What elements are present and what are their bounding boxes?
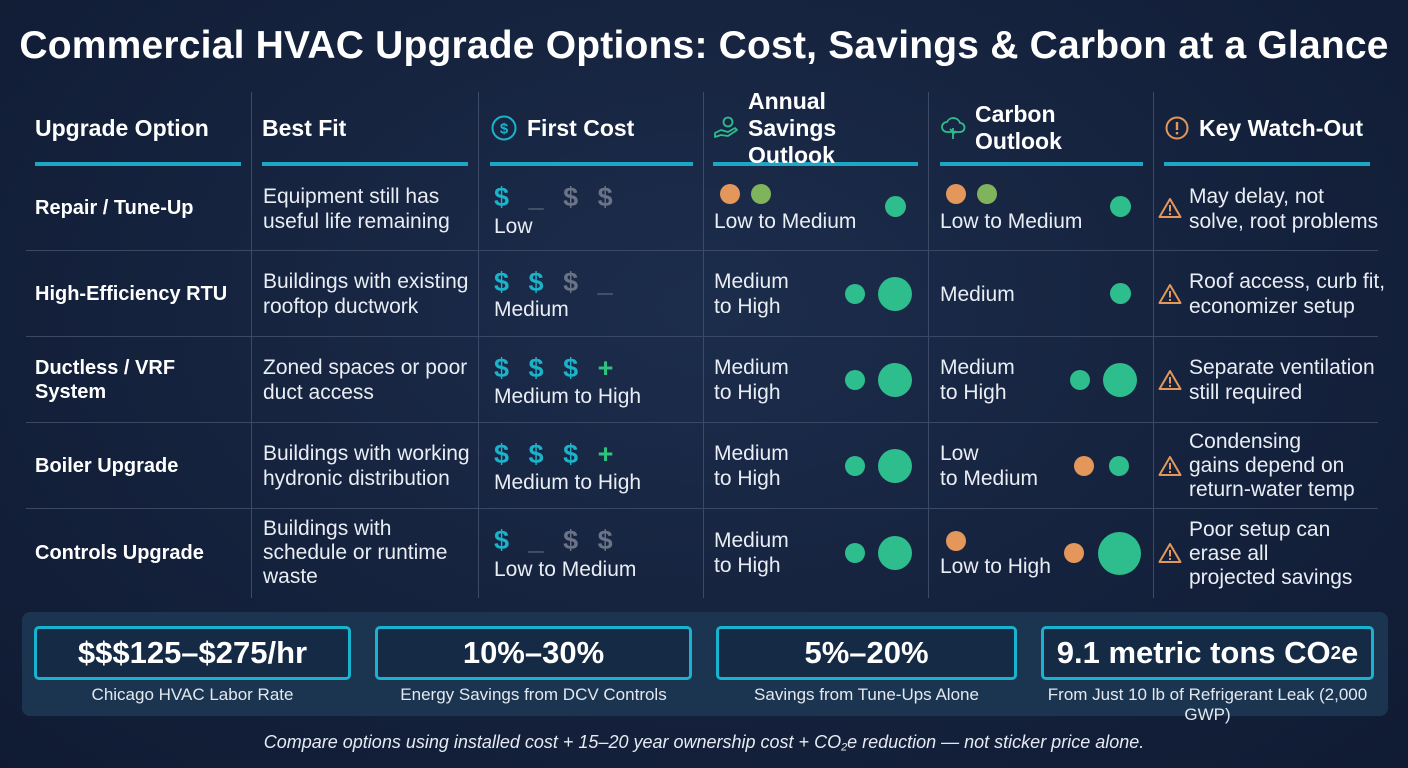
carbon-text: Low to Medium <box>940 442 1039 490</box>
rating-dot <box>1109 456 1129 476</box>
rating-dot <box>1074 456 1094 476</box>
rating-dot <box>1103 363 1137 397</box>
carbon-text: Medium to High <box>940 356 1015 404</box>
watch-out-text: May delay, not solve, root problems <box>1189 185 1379 233</box>
rating-dot <box>1064 543 1084 563</box>
rating-dot <box>720 184 740 204</box>
row-label-repair-tune-up: Repair / Tune-Up <box>35 197 194 219</box>
watch-out-text: Separate ventilation still required <box>1189 356 1375 404</box>
rating-dot <box>751 184 771 204</box>
best-fit-text: Buildings with working hydronic distribut… <box>263 442 470 490</box>
rating-dot <box>878 449 912 483</box>
rating-dot <box>878 277 912 311</box>
row-divider <box>26 508 1378 509</box>
watch-out-text: Poor setup can erase all projected savings <box>1189 518 1353 589</box>
svg-text:$: $ <box>500 121 509 138</box>
rating-dot <box>1070 370 1090 390</box>
cost-dollar-rating: $ $ $ + <box>494 439 620 469</box>
stat-dcv-savings-value: 10%–30% <box>375 626 692 680</box>
row-divider <box>26 250 1378 251</box>
cost-dollar-rating: $ _ $ $ <box>494 525 619 555</box>
rating-dot <box>1110 196 1131 217</box>
warning-triangle-icon <box>1158 283 1182 310</box>
rating-dot <box>845 370 865 390</box>
stat-tune-up-savings-value: 5%–20% <box>716 626 1017 680</box>
carbon-text: Low to Medium <box>940 210 1083 233</box>
rating-dot <box>1098 532 1141 575</box>
header-carbon-outlook: Carbon Outlook <box>940 94 1143 166</box>
cloud-leaf-icon <box>940 115 966 141</box>
column-divider <box>703 92 704 598</box>
savings-text: Medium to High <box>714 270 789 318</box>
rating-dot <box>977 184 997 204</box>
column-divider <box>478 92 479 598</box>
watch-out-text: Roof access, curb fit, economizer setup <box>1189 270 1386 318</box>
header-best-fit: Best Fit <box>262 94 468 166</box>
warning-triangle-icon <box>1158 369 1182 396</box>
stat-dcv-savings-caption: Energy Savings from DCV Controls <box>400 685 667 704</box>
stat-labor-rate-caption: Chicago HVAC Labor Rate <box>91 685 294 704</box>
watch-out-text: Condensing gains depend on return-water te… <box>1189 430 1355 501</box>
carbon-text: Low to High <box>940 555 1051 578</box>
stat-refrigerant-co2e-caption: From Just 10 lb of Refrigerant Leak (2,0… <box>1047 685 1368 724</box>
rating-dot <box>845 456 865 476</box>
stat-tune-up-savings-caption: Savings from Tune-Ups Alone <box>754 685 979 704</box>
rating-dot <box>878 363 912 397</box>
stat-labor-rate-value: $$$125–$275/hr <box>34 626 351 680</box>
dollar-circle-icon: $ <box>490 114 518 142</box>
carbon-text: Medium <box>940 283 1015 306</box>
cost-dollar-rating: $ $ $ + <box>494 353 620 383</box>
footer-note: Compare options using installed cost + 1… <box>263 732 1145 754</box>
rating-dot <box>1110 283 1131 304</box>
rating-dot <box>946 184 966 204</box>
rating-dot <box>845 543 865 563</box>
best-fit-text: Buildings with existing rooftop ductwork <box>263 270 469 318</box>
header-key-watch-out: Key Watch-Out <box>1164 94 1370 166</box>
first-cost-text: Low to Medium <box>494 558 637 581</box>
exclamation-circle-icon <box>1164 115 1190 141</box>
first-cost-text: Medium <box>494 298 569 321</box>
row-label-ductless-vrf-system: Ductless / VRF System <box>35 357 176 403</box>
best-fit-text: Equipment still has useful life remaining <box>263 185 450 233</box>
first-cost-text: Medium to High <box>494 471 642 494</box>
rating-dot <box>878 536 912 570</box>
row-label-boiler-upgrade: Boiler Upgrade <box>35 455 179 477</box>
column-divider <box>928 92 929 598</box>
warning-triangle-icon <box>1158 197 1182 224</box>
page-title: Commercial HVAC Upgrade Options: Cost, S… <box>19 24 1389 67</box>
savings-text: Low to Medium <box>714 210 857 233</box>
row-label-high-efficiency-rtu: High-Efficiency RTU <box>35 283 228 305</box>
warning-triangle-icon <box>1158 455 1182 482</box>
column-divider <box>251 92 252 598</box>
rating-dot <box>946 531 966 551</box>
first-cost-text: Low <box>494 215 533 238</box>
column-divider <box>1153 92 1154 598</box>
rating-dot <box>885 196 906 217</box>
cost-dollar-rating: $ _ $ $ <box>494 182 619 212</box>
savings-text: Medium to High <box>714 529 789 577</box>
stat-refrigerant-co2e-value: 9.1 metric tons CO 2 e <box>1041 626 1374 680</box>
rating-dot <box>845 284 865 304</box>
savings-text: Medium to High <box>714 356 789 404</box>
first-cost-text: Medium to High <box>494 385 642 408</box>
warning-triangle-icon <box>1158 542 1182 569</box>
header-upgrade-option: Upgrade Option <box>35 94 241 166</box>
row-label-controls-upgrade: Controls Upgrade <box>35 542 204 564</box>
cost-dollar-rating: $ $ $ _ <box>494 267 619 297</box>
hand-money-icon <box>713 115 739 141</box>
header-annual-savings: Annual Savings Outlook <box>713 88 918 168</box>
savings-text: Medium to High <box>714 442 789 490</box>
best-fit-text: Zoned spaces or poor duct access <box>263 356 468 404</box>
row-divider <box>26 336 1378 337</box>
row-divider <box>26 422 1378 423</box>
header-first-cost: $ First Cost <box>490 94 693 166</box>
best-fit-text: Buildings with schedule or runtime waste <box>263 517 448 588</box>
